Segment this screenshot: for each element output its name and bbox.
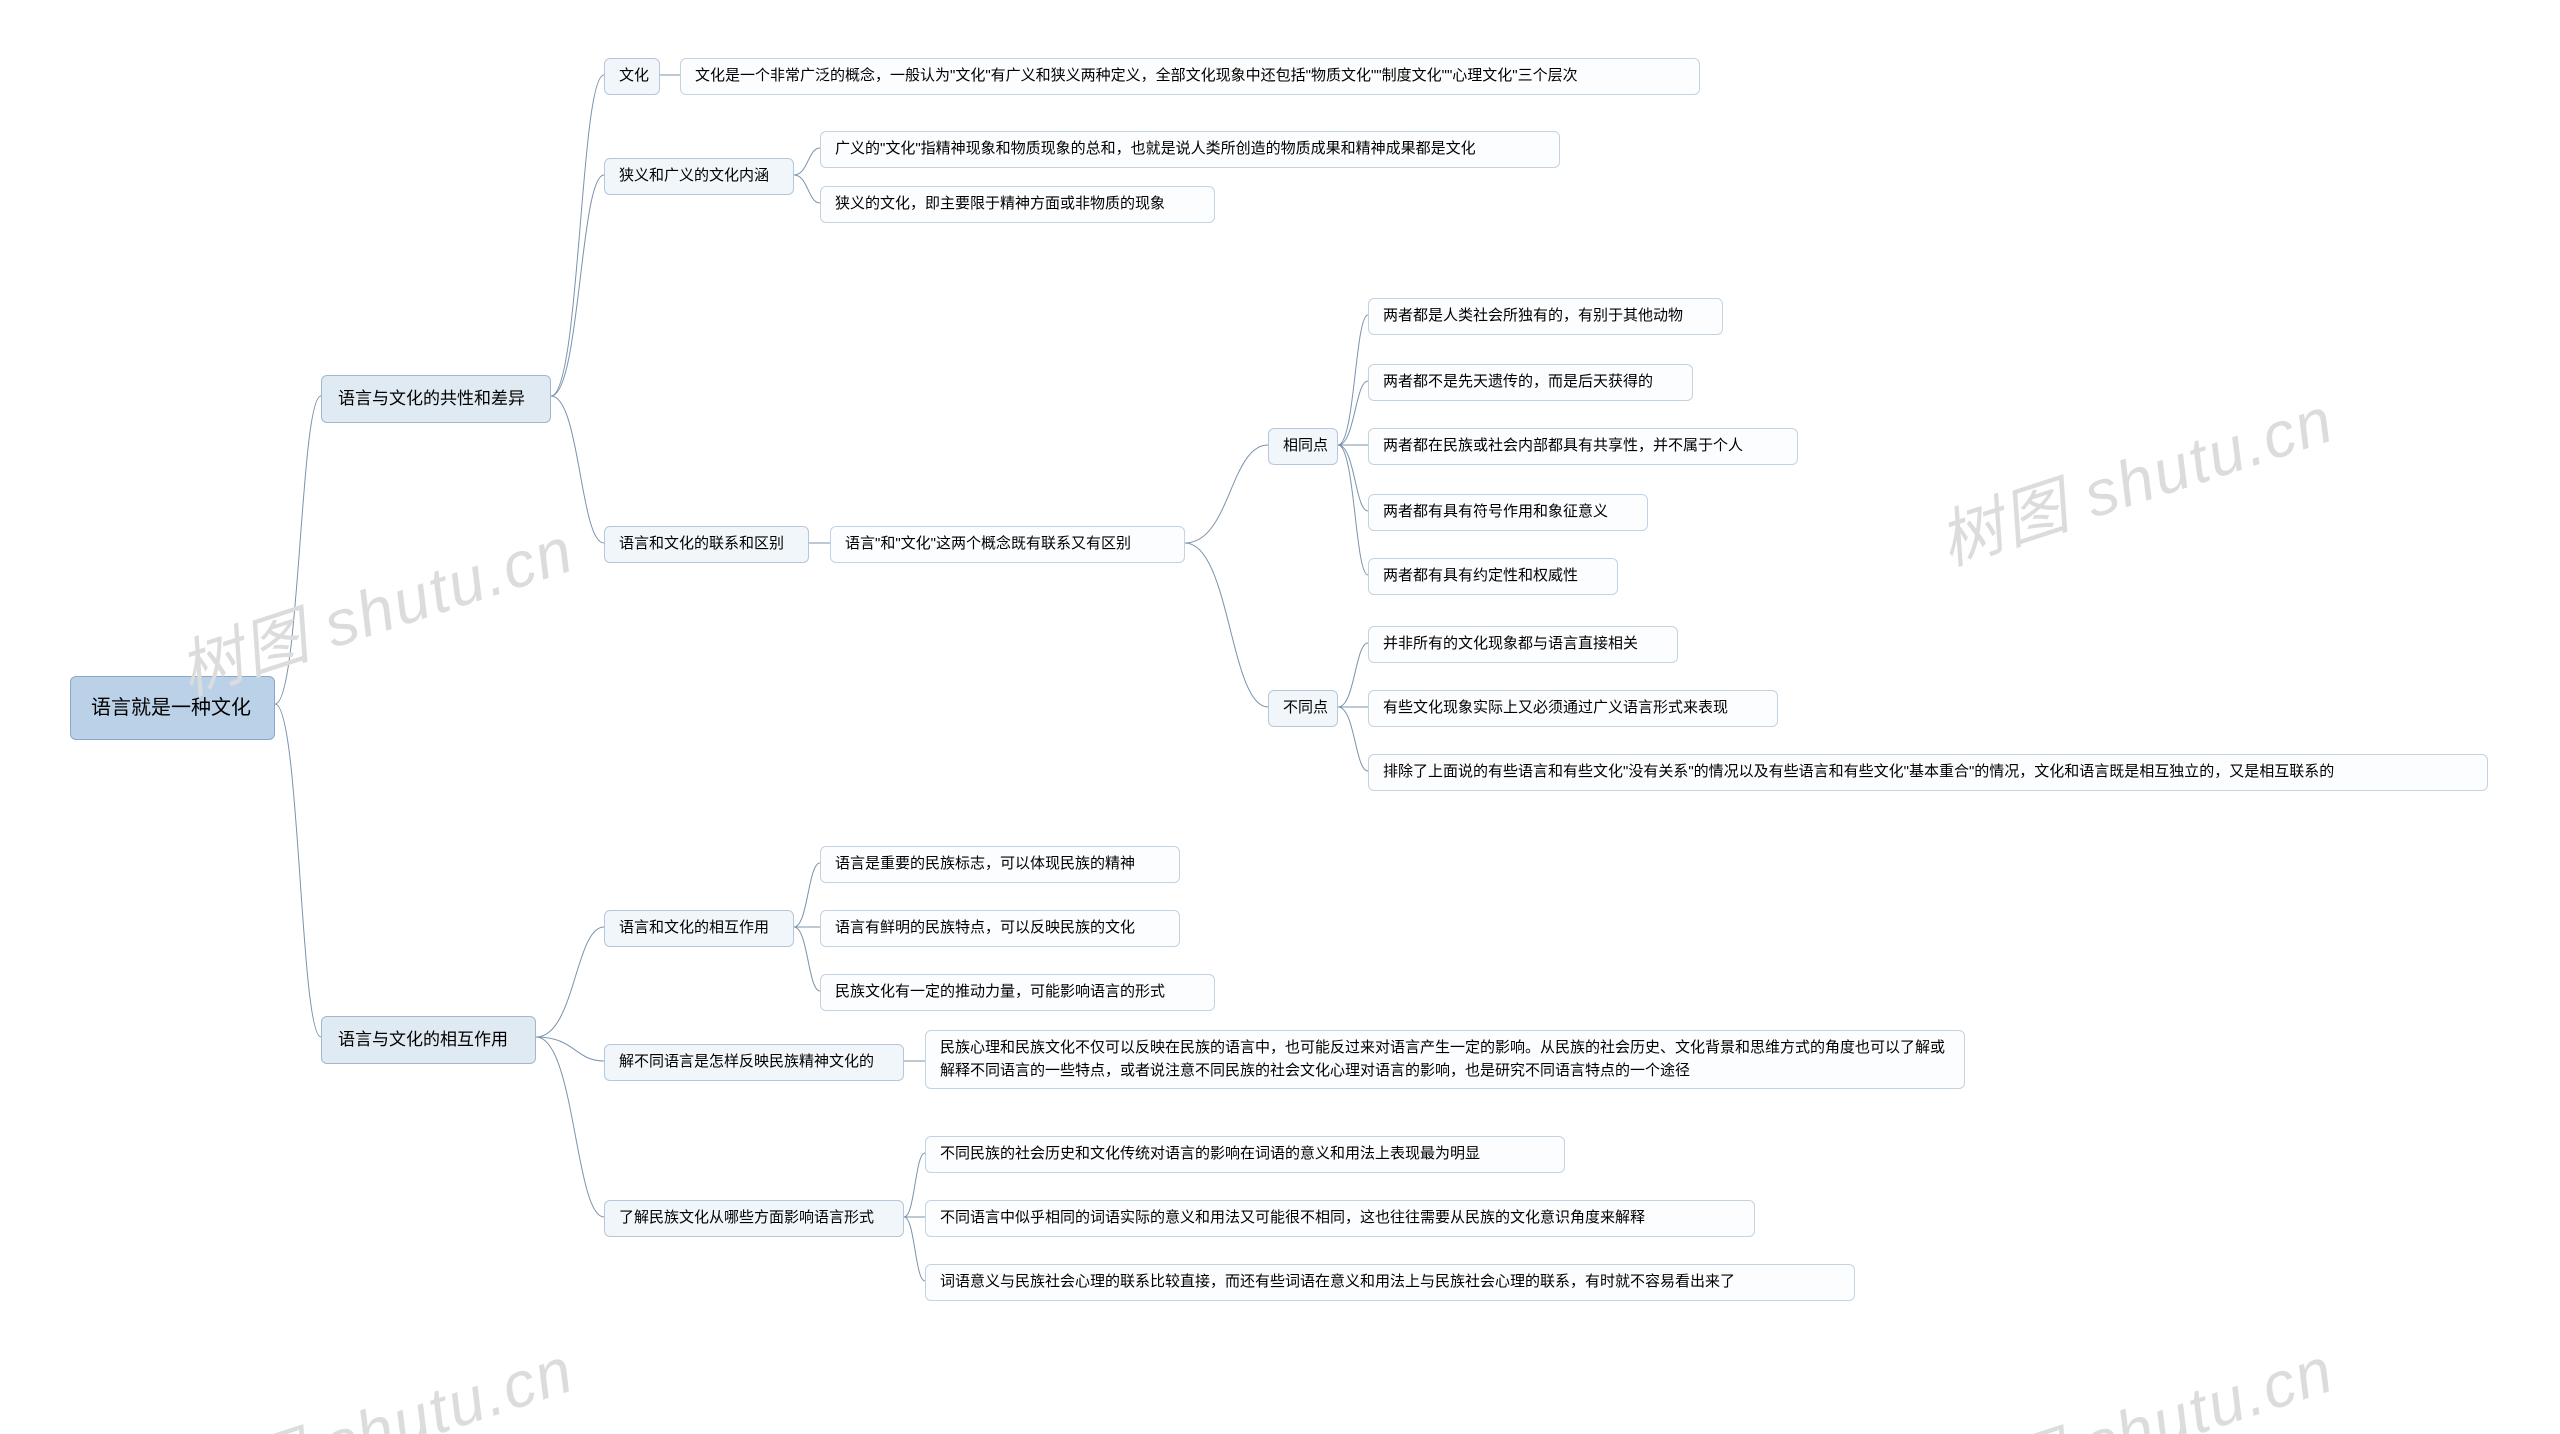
leaf-node: 词语意义与民族社会心理的联系比较直接，而还有些词语在意义和用法上与民族社会心理的… — [925, 1264, 1855, 1301]
leaf-node: 语言有鲜明的民族特点，可以反映民族的文化 — [820, 910, 1180, 947]
node: 了解民族文化从哪些方面影响语言形式 — [604, 1200, 904, 1237]
leaf-node: 民族文化有一定的推动力量，可能影响语言的形式 — [820, 974, 1215, 1011]
node: 文化 — [604, 58, 660, 95]
root-node: 语言就是一种文化 — [70, 676, 275, 740]
leaf-node: 两者都有具有符号作用和象征意义 — [1368, 494, 1648, 531]
branch-node: 语言与文化的相互作用 — [321, 1016, 536, 1064]
node-different: 不同点 — [1268, 690, 1338, 727]
leaf-node: 并非所有的文化现象都与语言直接相关 — [1368, 626, 1678, 663]
watermark: 树图 shutu.cn — [1926, 369, 2344, 583]
leaf-node: 狭义的文化，即主要限于精神方面或非物质的现象 — [820, 186, 1215, 223]
node: 狭义和广义的文化内涵 — [604, 158, 794, 195]
leaf-node: 两者都是人类社会所独有的，有别于其他动物 — [1368, 298, 1723, 335]
leaf-node: 两者都不是先天遗传的，而是后天获得的 — [1368, 364, 1693, 401]
watermark: 树图 shutu.cn — [1926, 1319, 2344, 1434]
node-similar: 相同点 — [1268, 428, 1338, 465]
leaf-node: 语言是重要的民族标志，可以体现民族的精神 — [820, 846, 1180, 883]
node: 语言和文化的相互作用 — [604, 910, 794, 947]
leaf-node: 民族心理和民族文化不仅可以反映在民族的语言中，也可能反过来对语言产生一定的影响。… — [925, 1030, 1965, 1089]
leaf-node: 两者都在民族或社会内部都具有共享性，并不属于个人 — [1368, 428, 1798, 465]
node: 解不同语言是怎样反映民族精神文化的 — [604, 1044, 904, 1081]
branch-node: 语言与文化的共性和差异 — [321, 375, 551, 423]
leaf-node: 有些文化现象实际上又必须通过广义语言形式来表现 — [1368, 690, 1778, 727]
leaf-node: 不同民族的社会历史和文化传统对语言的影响在词语的意义和用法上表现最为明显 — [925, 1136, 1565, 1173]
mindmap-canvas: 语言就是一种文化 语言与文化的共性和差异 语言与文化的相互作用 文化 文化是一个… — [0, 0, 2560, 1434]
watermark: 树图 shutu.cn — [166, 1319, 584, 1434]
leaf-node: 排除了上面说的有些语言和有些文化"没有关系"的情况以及有些语言和有些文化"基本重… — [1368, 754, 2488, 791]
leaf-node: 文化是一个非常广泛的概念，一般认为"文化"有广义和狭义两种定义，全部文化现象中还… — [680, 58, 1700, 95]
node: 语言和文化的联系和区别 — [604, 526, 809, 563]
leaf-node: 不同语言中似乎相同的词语实际的意义和用法又可能很不相同，这也往往需要从民族的文化… — [925, 1200, 1755, 1237]
leaf-node: 广义的"文化"指精神现象和物质现象的总和，也就是说人类所创造的物质成果和精神成果… — [820, 131, 1560, 168]
leaf-node: 两者都有具有约定性和权威性 — [1368, 558, 1618, 595]
leaf-node: 语言"和"文化"这两个概念既有联系又有区别 — [830, 526, 1185, 563]
